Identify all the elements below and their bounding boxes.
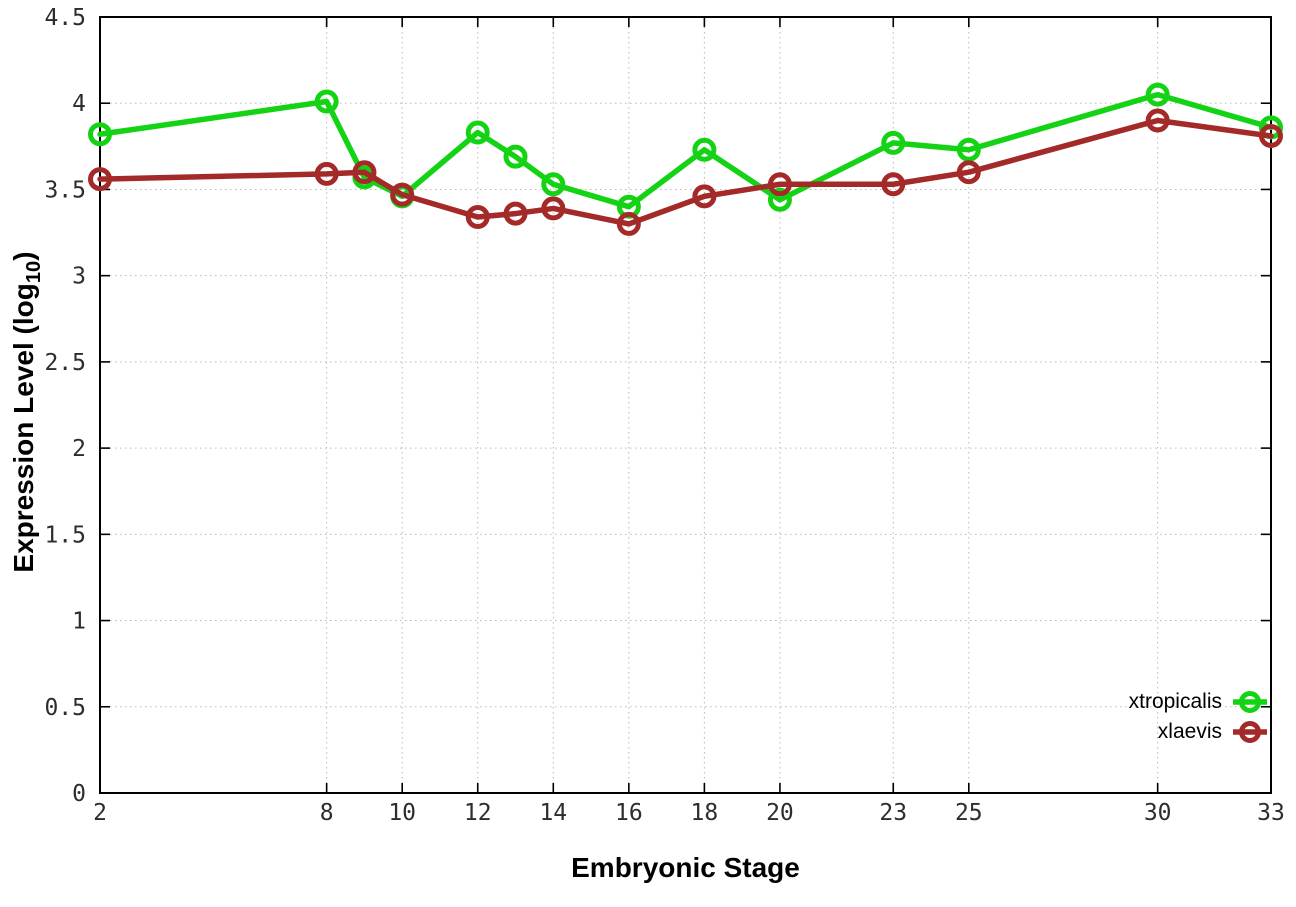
data-point-xlaevis <box>767 172 792 197</box>
data-point-xtropicalis <box>881 130 906 155</box>
y-tick-label: 3 <box>72 264 86 290</box>
x-tick-label: 33 <box>1257 800 1285 826</box>
y-axis-title-text: Expression Level (log <box>8 283 40 573</box>
data-point-xtropicalis <box>692 137 717 162</box>
x-tick-label: 10 <box>388 800 416 826</box>
x-tick-label: 23 <box>879 800 907 826</box>
data-point-xlaevis <box>390 182 415 207</box>
x-tick-label: 12 <box>464 800 492 826</box>
data-point-xlaevis <box>352 160 377 185</box>
data-point-xtropicalis <box>465 120 490 145</box>
x-tick-label: 18 <box>691 800 719 826</box>
data-point-xtropicalis <box>503 144 528 169</box>
data-point-xlaevis <box>881 172 906 197</box>
data-point-xlaevis <box>541 196 566 221</box>
data-point-xlaevis <box>314 161 339 186</box>
y-tick-label: 1.5 <box>44 522 86 548</box>
x-tick-label: 25 <box>955 800 983 826</box>
data-point-xlaevis <box>616 211 641 236</box>
data-point-xlaevis <box>88 167 112 192</box>
data-point-xlaevis <box>465 205 490 230</box>
legend-label-xtropicalis: xtropicalis <box>1128 689 1222 713</box>
y-tick-label: 4 <box>72 91 86 117</box>
data-point-xtropicalis <box>541 172 566 197</box>
data-point-xlaevis <box>1259 123 1283 148</box>
legend-item-xlaevis: xlaevis <box>1129 718 1268 745</box>
legend-marker-xtropicalis-icon <box>1233 690 1267 713</box>
data-point-xlaevis <box>956 160 981 185</box>
legend-marker-xlaevis-icon <box>1233 720 1267 743</box>
legend: xtropicalis xlaevis <box>1129 688 1268 745</box>
x-tick-label: 30 <box>1144 800 1172 826</box>
legend-label-xlaevis: xlaevis <box>1157 719 1222 743</box>
x-axis-title: Embryonic Stage <box>571 852 800 883</box>
series-line-xlaevis <box>97 117 1274 227</box>
x-tick-label: 8 <box>320 800 334 826</box>
y-tick-label: 2.5 <box>44 350 86 376</box>
data-point-xtropicalis <box>88 122 112 147</box>
x-tick-label: 20 <box>766 800 794 826</box>
y-axis-title: Expression Level (log10) <box>8 251 46 572</box>
y-tick-label: 4.5 <box>44 5 86 31</box>
y-tick-label: 1 <box>72 609 86 635</box>
data-point-xlaevis <box>503 201 528 226</box>
y-tick-label: 0 <box>72 781 86 807</box>
data-point-xtropicalis <box>956 137 981 162</box>
y-axis-title-close: ) <box>8 251 40 261</box>
y-tick-label: 3.5 <box>44 177 86 203</box>
y-tick-label: 0.5 <box>44 695 86 721</box>
x-tick-label: 14 <box>539 800 567 826</box>
data-point-xlaevis <box>692 184 717 209</box>
data-point-xtropicalis <box>314 89 339 114</box>
data-point-xlaevis <box>1145 108 1170 133</box>
plot-border <box>99 16 1272 794</box>
data-point-xtropicalis <box>1145 82 1170 107</box>
x-tick-label: 2 <box>93 800 107 826</box>
y-axis-title-subscript: 10 <box>22 260 45 284</box>
legend-item-xtropicalis: xtropicalis <box>1129 688 1268 715</box>
x-tick-label: 16 <box>615 800 643 826</box>
y-tick-label: 2 <box>72 436 86 462</box>
data-point-xtropicalis <box>767 187 792 212</box>
